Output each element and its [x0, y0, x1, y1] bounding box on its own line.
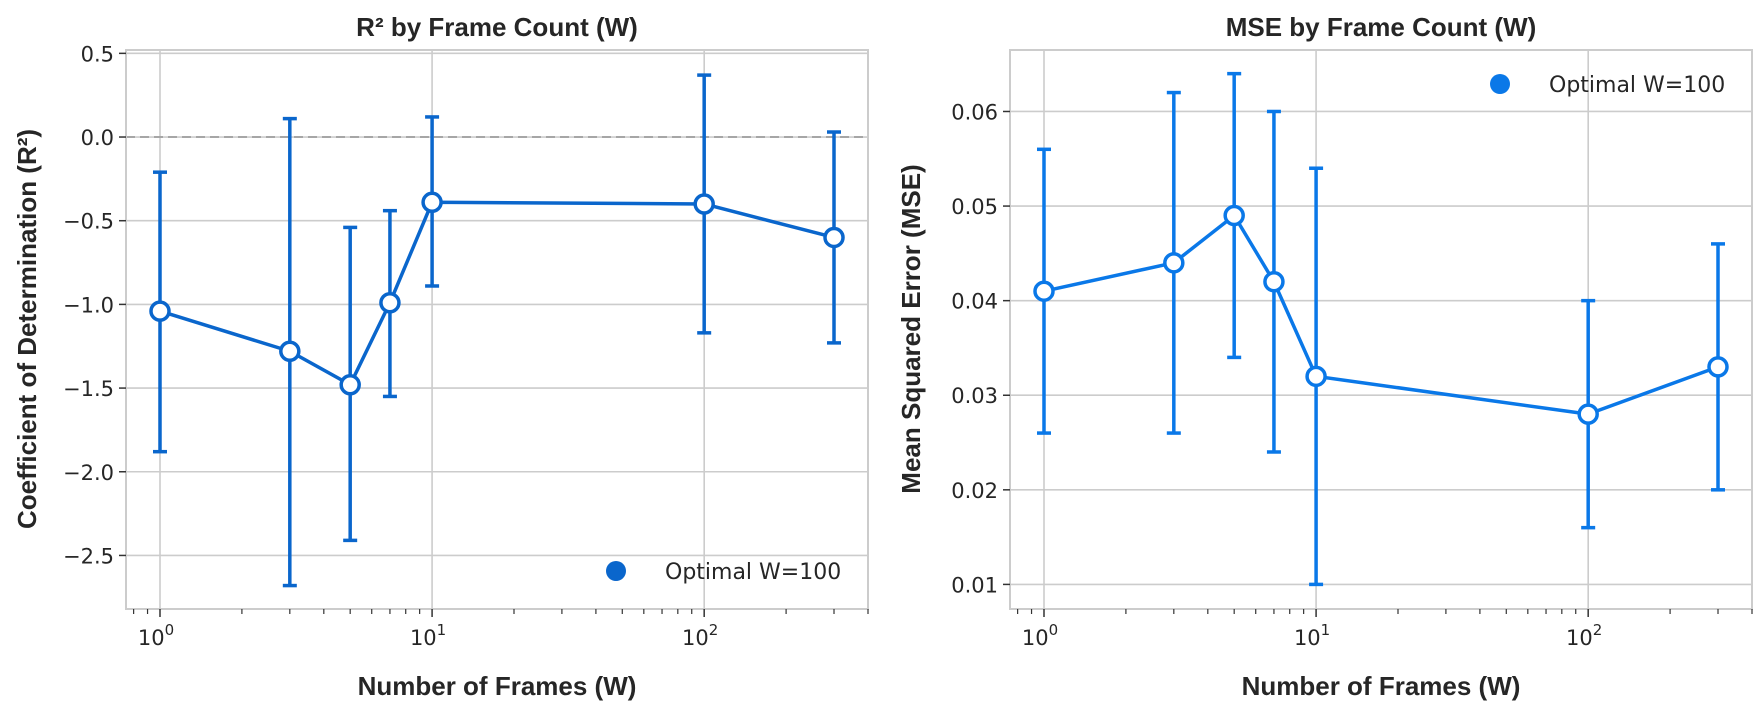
- y-axis-label: Mean Squared Error (MSE): [896, 164, 926, 493]
- y-tick-label: 0.01: [951, 573, 998, 597]
- data-point: [1707, 356, 1729, 378]
- legend-label: Optimal W=100: [1549, 73, 1725, 98]
- legend-label: Optimal W=100: [665, 560, 841, 585]
- data-point: [1305, 365, 1327, 388]
- data-point: [149, 300, 171, 322]
- axes-frame: [125, 49, 869, 610]
- y-tick-label: 0.06: [951, 100, 998, 124]
- data-point: [1263, 270, 1285, 293]
- y-tick-label: 0.0: [81, 126, 114, 150]
- x-tick-label: 102: [1566, 621, 1602, 650]
- y-tick-label: 0.03: [951, 384, 998, 408]
- y-tick-label: 0.02: [951, 479, 998, 503]
- y-tick-label: −1.0: [63, 293, 114, 317]
- x-axis-label: Number of Frames (W): [358, 671, 637, 701]
- chart-title: R² by Frame Count (W): [356, 12, 638, 42]
- data-point: [1163, 252, 1185, 274]
- axes-frame: [1009, 49, 1753, 610]
- series-line: [1043, 213, 1719, 416]
- x-tick-label: 101: [1294, 621, 1330, 650]
- data-point: [1577, 403, 1599, 425]
- data-point: [379, 291, 401, 314]
- data-point: [1033, 280, 1055, 302]
- y-tick-label: −1.5: [63, 377, 114, 401]
- x-tick-label: 102: [682, 621, 718, 650]
- y-tick-label: 0.04: [951, 290, 998, 314]
- y-tick-label: 0.5: [81, 42, 114, 66]
- y-tick-label: −2.0: [63, 461, 114, 485]
- data-point: [339, 373, 361, 396]
- y-tick-label: 0.05: [951, 195, 998, 219]
- x-axis-label: Number of Frames (W): [1242, 671, 1521, 701]
- chart-title: MSE by Frame Count (W): [1226, 12, 1537, 42]
- legend-marker: [1490, 74, 1510, 94]
- x-tick-label: 101: [410, 621, 446, 650]
- y-tick-label: −2.5: [63, 544, 114, 568]
- data-point: [279, 340, 301, 363]
- data-point: [1223, 204, 1245, 227]
- series-line: [159, 200, 835, 387]
- chart-panel-2: 0.01 0.02 0.03 0.04 0.05 0.06 100 101 102 MSE by …: [896, 12, 1753, 701]
- legend-marker: [606, 561, 626, 581]
- y-axis-label: Coefficient of Determination (R²): [12, 129, 42, 529]
- data-point: [823, 226, 845, 249]
- y-tick-label: −0.5: [63, 210, 114, 234]
- chart-panel-1: 0.5 0.0 −0.5 −1.0 −1.5 −2.0 −2.5 100 101 102 R² by…: [12, 12, 869, 701]
- x-tick-label: 100: [138, 621, 174, 650]
- x-tick-label: 100: [1022, 621, 1058, 650]
- data-point: [693, 193, 715, 215]
- data-point: [421, 191, 443, 214]
